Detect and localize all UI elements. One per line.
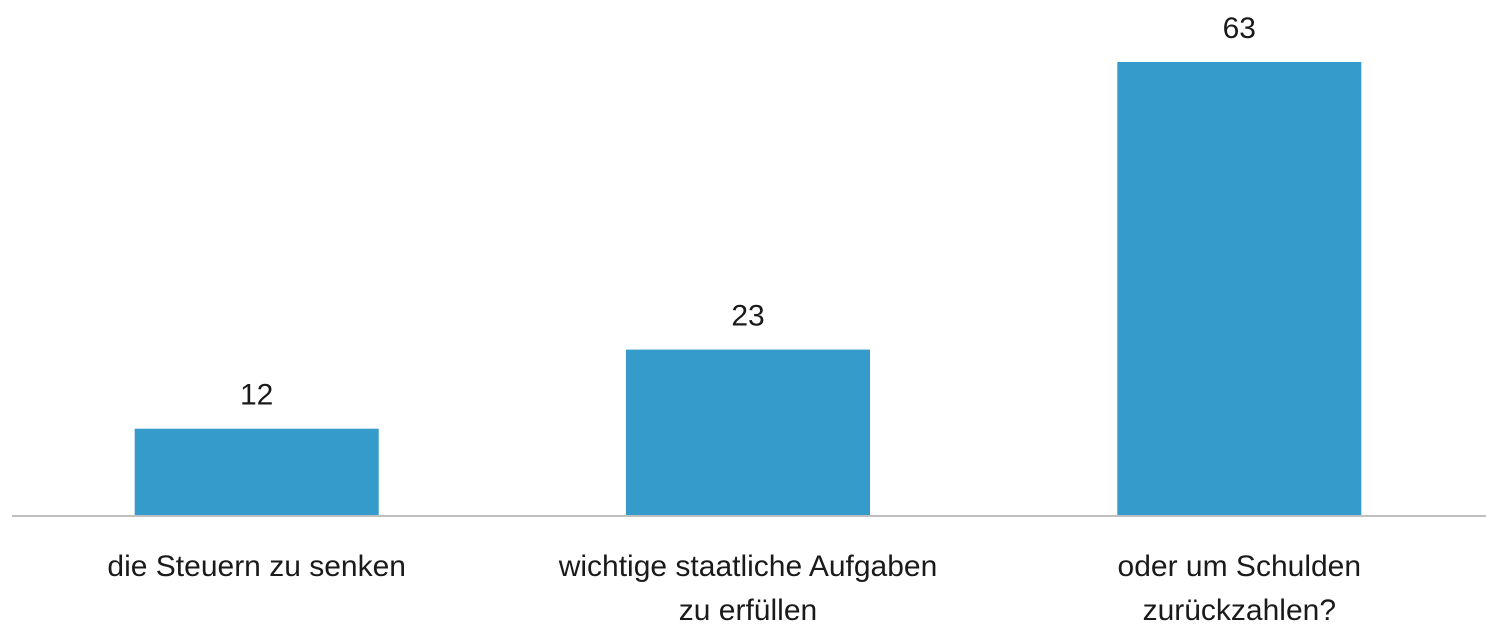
data-label-2: 23: [731, 300, 764, 333]
bar-2: [626, 349, 870, 515]
bars-group: [134, 62, 1362, 515]
value-labels-group: 12 23 63: [240, 12, 1256, 412]
data-label-1: 12: [240, 379, 273, 412]
category-labels-group: die Steuern zu senken wichtige staatliche…: [107, 550, 1361, 627]
category-label-2-line-2: zu erfüllen: [679, 594, 817, 627]
category-label-2-line-1: wichtige staatliche Aufgaben: [558, 550, 938, 583]
bar-3: [1117, 62, 1362, 515]
category-label-3-line-2: zurückzahlen?: [1143, 594, 1336, 627]
category-label-1-line-1: die Steuern zu senken: [107, 550, 406, 583]
bar-1: [134, 428, 379, 515]
data-label-3: 63: [1223, 12, 1256, 45]
category-label-3-line-1: oder um Schulden: [1118, 550, 1362, 583]
